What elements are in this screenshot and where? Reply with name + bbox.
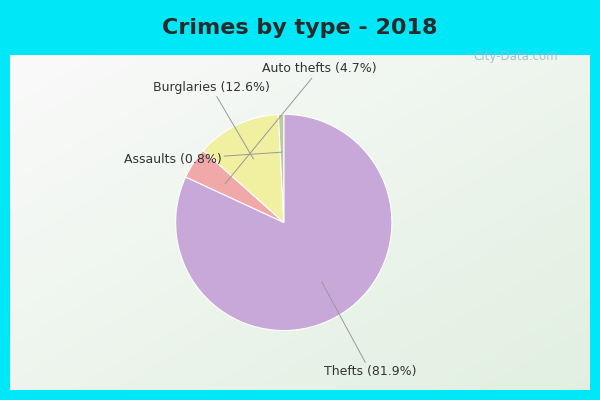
Text: Assaults (0.8%): Assaults (0.8%) xyxy=(124,152,282,166)
Text: Auto thefts (4.7%): Auto thefts (4.7%) xyxy=(225,62,377,184)
Text: Burglaries (12.6%): Burglaries (12.6%) xyxy=(153,81,270,159)
Text: Crimes by type - 2018: Crimes by type - 2018 xyxy=(162,18,438,38)
Wedge shape xyxy=(185,150,284,222)
Wedge shape xyxy=(176,114,392,330)
Wedge shape xyxy=(203,114,284,222)
Wedge shape xyxy=(278,114,284,222)
Text: City-Data.com: City-Data.com xyxy=(473,50,559,63)
Text: Thefts (81.9%): Thefts (81.9%) xyxy=(322,282,416,378)
